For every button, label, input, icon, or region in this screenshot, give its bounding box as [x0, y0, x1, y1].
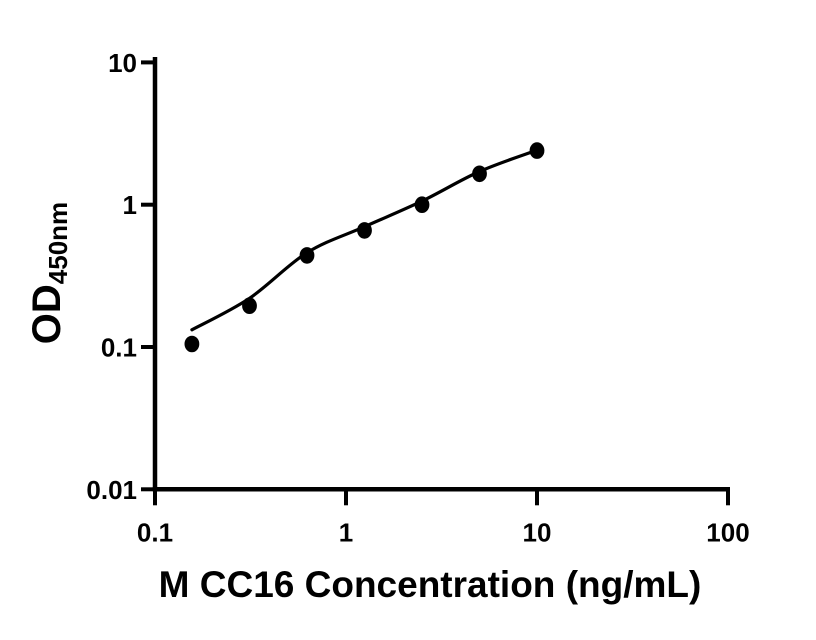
data-point	[242, 297, 257, 315]
data-points-group	[184, 142, 545, 353]
x-tick-label: 100	[706, 517, 749, 547]
y-axis-ticks	[141, 60, 155, 492]
data-point	[299, 247, 315, 264]
y-axis-title: OD450nm	[25, 202, 73, 344]
y-axis-tick-labels: 0.01 0.1 1 10	[86, 48, 137, 505]
y-axis-title-subscript: 450nm	[43, 202, 73, 284]
x-axis-title: M CC16 Concentration (ng/mL)	[159, 564, 702, 605]
x-axis-ticks	[153, 488, 730, 506]
y-tick-label: 10	[108, 48, 137, 78]
x-tick-label: 1	[339, 517, 353, 547]
data-point	[472, 165, 487, 183]
y-tick-label: 0.01	[86, 475, 137, 505]
data-point	[414, 196, 430, 213]
y-axis-title-main: OD	[25, 284, 69, 344]
data-point	[184, 335, 200, 353]
data-point	[529, 142, 545, 159]
y-tick-label: 1	[123, 190, 137, 220]
y-tick-label: 0.1	[101, 333, 137, 363]
x-axis-tick-labels: 0.1 1 10 100	[137, 517, 750, 547]
x-tick-label: 10	[523, 517, 552, 547]
data-point	[357, 222, 372, 239]
x-tick-label: 0.1	[137, 517, 173, 547]
